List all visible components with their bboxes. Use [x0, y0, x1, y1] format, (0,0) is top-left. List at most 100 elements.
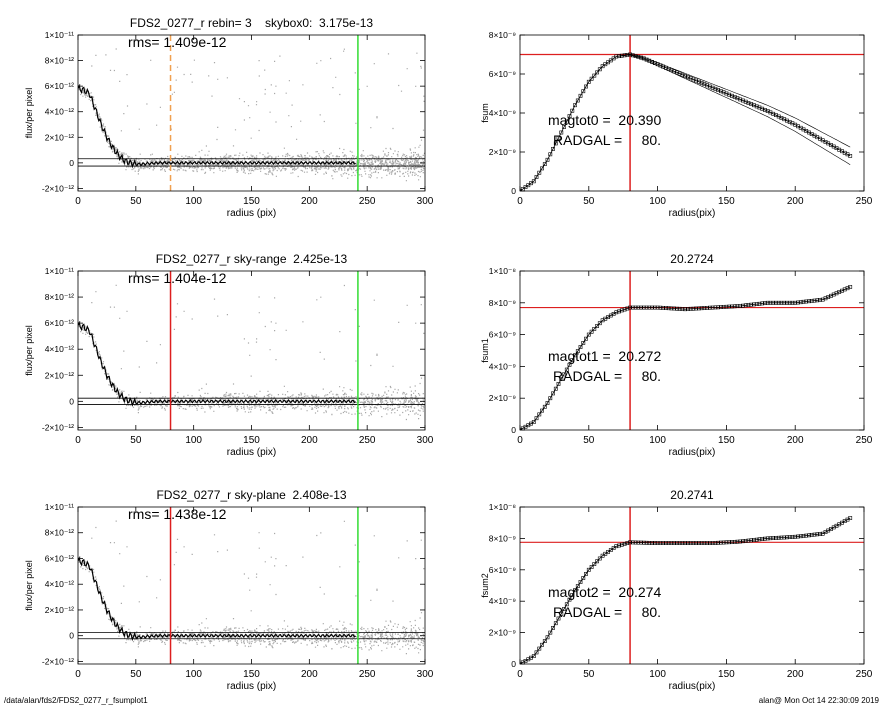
fsum-point	[641, 56, 646, 61]
panel-2: 0 50 100 150 200 250 0 2×10⁻⁹ 4×10⁻⁹ 6×10⁻⁹ 8×10⁻⁹…	[480, 30, 873, 219]
plot-area	[520, 507, 864, 664]
fsum-point	[548, 396, 553, 401]
fsum-point	[597, 556, 602, 561]
fsum-point	[713, 86, 718, 91]
x-tick-label: 250	[359, 669, 376, 680]
y-tick-label: 0	[69, 396, 74, 406]
fsum-point	[573, 353, 577, 358]
y-tick-label: 2×10⁻¹²	[45, 132, 74, 142]
fsum-point	[617, 309, 622, 314]
x-tick-label: 100	[185, 669, 202, 680]
fsum-point	[584, 571, 588, 576]
fsum-point	[625, 306, 630, 311]
fsum-point	[584, 336, 588, 341]
y-tick-label: 6×10⁻¹²	[45, 318, 74, 328]
fsum-point	[625, 541, 630, 546]
fsum-point	[537, 170, 542, 175]
fsum-point	[529, 181, 533, 186]
fsum-point	[564, 602, 569, 607]
fsum-point	[600, 64, 605, 69]
axes-frame	[77, 506, 426, 665]
fsum-point	[738, 97, 743, 102]
magtot-annotation: magtot2 = 20.274	[548, 584, 661, 600]
x-tick-label: 200	[787, 435, 804, 446]
fsum-point	[581, 89, 586, 94]
mean-profile-line	[78, 83, 356, 169]
fsum-point	[592, 73, 597, 78]
y-tick-label: 8×10⁻¹²	[45, 528, 74, 538]
panel-4: 0 50 100 150 200 250 0 2×10⁻⁹ 4×10⁻⁹ 6×10⁻⁹ 8×10⁻⁹…	[480, 252, 873, 458]
fsum-point	[842, 287, 847, 292]
fsum-point	[553, 386, 558, 391]
fsum-point	[603, 551, 608, 556]
y-tick-label: 4×10⁻¹²	[45, 579, 74, 589]
fsum-point	[545, 401, 550, 405]
x-tick-label: 150	[718, 196, 735, 207]
y-tick-label: 6×10⁻⁹	[489, 565, 517, 575]
x-tick-label: 250	[856, 196, 873, 207]
plot-area	[520, 271, 864, 430]
fsum-point	[831, 292, 836, 297]
fsum-point	[540, 166, 544, 171]
y-axis-label: fsum1	[480, 338, 490, 363]
x-tick-label: 0	[75, 196, 81, 207]
panel-3: 0 50 100 150 200 250 300-2×10⁻¹²02×10⁻¹²4×10⁻¹…	[24, 252, 434, 458]
fsum-point	[685, 75, 690, 80]
y-tick-label: 6×10⁻⁹	[489, 330, 517, 340]
x-tick-label: 0	[75, 669, 81, 680]
fsum-point	[636, 54, 641, 59]
fsum-point	[589, 329, 594, 334]
y-tick-label: 8×10⁻¹²	[45, 292, 74, 302]
x-tick-label: 100	[649, 435, 666, 446]
plot-area	[78, 35, 425, 191]
y-tick-label: 4×10⁻⁹	[489, 596, 517, 606]
fsum-point	[534, 416, 539, 421]
fsum-point	[570, 592, 575, 597]
fsum-point	[562, 125, 566, 129]
fsum-point	[556, 381, 561, 386]
y-axis-label: flux/per pixel	[24, 325, 34, 376]
fsum-point	[757, 105, 762, 110]
fsum-point	[548, 630, 553, 635]
scatter-points	[78, 48, 425, 182]
fsum-lower-envelope	[619, 54, 851, 165]
fsum-point	[575, 584, 580, 589]
fsum-point	[644, 57, 649, 62]
axes-frame	[519, 506, 865, 665]
fsum-markers	[520, 52, 853, 191]
y-tick-label: 2×10⁻⁹	[489, 147, 517, 157]
x-tick-label: 50	[130, 435, 142, 446]
axes-frame	[77, 270, 426, 431]
fsum-point	[578, 345, 583, 349]
footer-path: /data/alan/fds2/FDS2_0277_r_fsumplot1	[4, 696, 148, 705]
fsum-point	[592, 562, 597, 567]
fsum-point	[567, 362, 572, 367]
fsum-point	[564, 367, 569, 372]
chart-title: 20.2741	[670, 488, 714, 502]
fsum-point	[608, 548, 613, 552]
fsum-line	[520, 517, 851, 664]
rms-annotation: rms= 1.404e-12	[128, 270, 227, 286]
fsum-point	[826, 295, 831, 300]
y-tick-label: 1×10⁻¹¹	[45, 266, 74, 276]
fsum-point	[729, 93, 734, 98]
plot-area	[78, 507, 425, 664]
fsum-point	[584, 84, 588, 89]
chart-title: 20.2724	[670, 252, 714, 266]
x-tick-label: 0	[517, 669, 523, 680]
fsum-point	[848, 284, 853, 289]
fsum-point	[595, 559, 600, 564]
fsum-point	[545, 635, 550, 640]
footer-user-date: alan@ Mon Oct 14 22:30:09 2019	[758, 696, 879, 705]
y-tick-label: 2×10⁻⁹	[489, 393, 517, 403]
x-tick-label: 150	[243, 669, 260, 680]
fsum-point	[823, 296, 828, 301]
x-tick-label: 0	[517, 196, 523, 207]
x-tick-label: 250	[359, 435, 376, 446]
x-axis-label: radius (pix)	[227, 208, 276, 219]
x-axis-label: radius(pix)	[669, 447, 716, 458]
y-tick-label: 4×10⁻⁹	[489, 361, 517, 371]
fsum-point	[622, 307, 627, 312]
fsum-line	[520, 54, 851, 191]
